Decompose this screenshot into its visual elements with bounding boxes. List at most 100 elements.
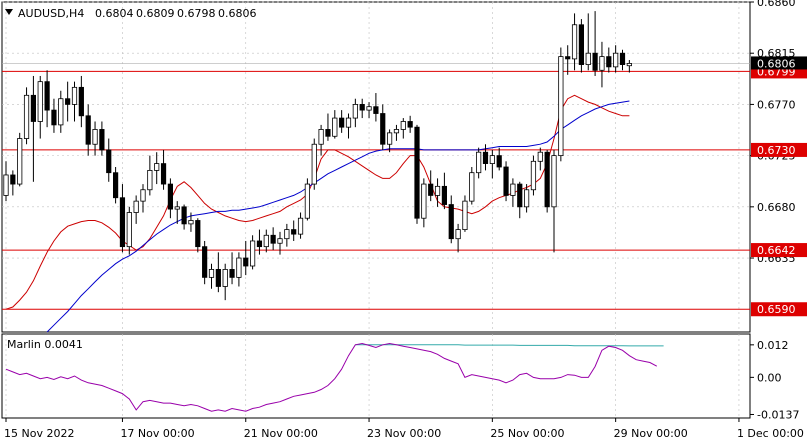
candle-body	[599, 56, 605, 71]
candle-body	[256, 240, 263, 248]
candle-body	[524, 189, 530, 208]
candle-body	[366, 106, 372, 111]
main-pane-border	[1, 1, 751, 333]
candle-body	[249, 240, 256, 267]
candle-body	[304, 183, 311, 219]
time-tick-label: 21 Nov 00:00	[244, 427, 318, 440]
candle-body	[270, 234, 276, 244]
candle-body	[291, 229, 297, 235]
oscillator-tick-label: 0.012	[757, 339, 789, 352]
candle-body	[113, 172, 119, 199]
candle-body	[243, 257, 249, 267]
candle-body	[434, 185, 441, 196]
time-tick-label: 15 Nov 2022	[4, 427, 74, 440]
candle-body	[284, 229, 290, 240]
candle-body	[544, 151, 550, 208]
candle-body	[92, 129, 98, 145]
candle-body	[297, 217, 304, 235]
candle-body	[441, 185, 448, 205]
oscillator-label: Marlin 0.0041	[7, 338, 83, 351]
candle-body	[30, 94, 37, 122]
level-label: 0.6590	[757, 303, 796, 316]
candle-body	[140, 189, 146, 202]
candle-body	[65, 98, 71, 105]
moving-averages	[5, 94, 630, 333]
candle-body	[277, 238, 283, 244]
time-axis-ticks: 15 Nov 2022 17 Nov 00:00 21 Nov 00:00 23 No…	[4, 418, 804, 440]
current-price-label-bg	[751, 56, 807, 70]
candle-body	[386, 132, 393, 145]
candle-body	[133, 200, 139, 213]
candle-body	[407, 121, 413, 128]
candle-body	[106, 149, 112, 174]
candle-body	[380, 113, 386, 145]
oscillator-line	[5, 342, 658, 412]
ohlc-open: 0.6804	[95, 7, 134, 20]
candle-body	[565, 56, 571, 60]
candle-body	[510, 183, 516, 196]
candle-body	[537, 151, 543, 162]
candle-body	[345, 117, 352, 128]
candle-body	[58, 98, 64, 126]
candle-body	[400, 121, 406, 130]
candle-body	[332, 117, 338, 137]
candle-body	[229, 269, 235, 278]
candle-body	[592, 52, 598, 71]
time-tick-label: 23 Nov 00:00	[367, 427, 441, 440]
candle-body	[578, 24, 585, 65]
ohlc-close: 0.6806	[218, 7, 257, 20]
current-price-label: 0.6806	[757, 57, 796, 70]
candle-body	[147, 170, 153, 191]
candle-body	[99, 129, 105, 151]
candle-body	[476, 151, 482, 174]
level-label: 0.6730	[757, 144, 796, 157]
candle-body	[188, 220, 194, 225]
candle-body	[455, 229, 461, 240]
candle-body	[551, 155, 557, 208]
candle-body	[195, 220, 201, 248]
candle-body	[23, 94, 30, 139]
time-tick-label: 25 Nov 00:00	[490, 427, 564, 440]
candle-body	[51, 109, 57, 126]
candle-body	[619, 52, 626, 65]
price-tick-label: 0.6680	[757, 201, 796, 214]
candle-body	[71, 86, 78, 105]
candle-body	[202, 246, 208, 278]
oscillator-reference-line	[355, 344, 664, 347]
candle-body	[208, 269, 215, 278]
candle-body	[421, 183, 427, 219]
chart-menu-triangle-icon[interactable]	[5, 9, 13, 15]
symbol-label: AUDUSD,H4	[18, 7, 84, 20]
candle-body	[414, 126, 420, 219]
candle-body	[174, 206, 180, 210]
candle-body	[44, 81, 50, 111]
candle-body	[85, 115, 91, 145]
candle-body	[393, 129, 400, 134]
candle-body	[119, 197, 126, 248]
candle-body	[154, 163, 160, 171]
candle-body	[359, 104, 365, 111]
level-label-bg	[751, 243, 807, 258]
candle-body	[462, 200, 468, 230]
candle-body	[311, 143, 317, 185]
candle-body	[37, 81, 43, 122]
candle-body	[626, 63, 632, 67]
price-tick-label: 0.6770	[757, 98, 796, 111]
ma-line	[5, 94, 630, 310]
oscillator-tick-label: -0.0137	[757, 408, 799, 421]
candle-body	[503, 166, 509, 196]
candle-body	[489, 155, 495, 164]
candle-body	[318, 129, 324, 145]
candle-body	[517, 183, 523, 208]
candle-body	[167, 183, 173, 210]
candle-body	[530, 160, 537, 191]
time-tick-label: 29 Nov 00:00	[614, 427, 688, 440]
candle-body	[585, 52, 591, 65]
candle-body	[160, 163, 167, 185]
candle-body	[78, 86, 84, 117]
candle-body	[236, 257, 242, 278]
candle-body	[469, 172, 475, 202]
price-tick-label: 0.6860	[757, 0, 796, 9]
level-label-bg	[751, 142, 807, 157]
oscillator-pane-border	[1, 333, 751, 419]
